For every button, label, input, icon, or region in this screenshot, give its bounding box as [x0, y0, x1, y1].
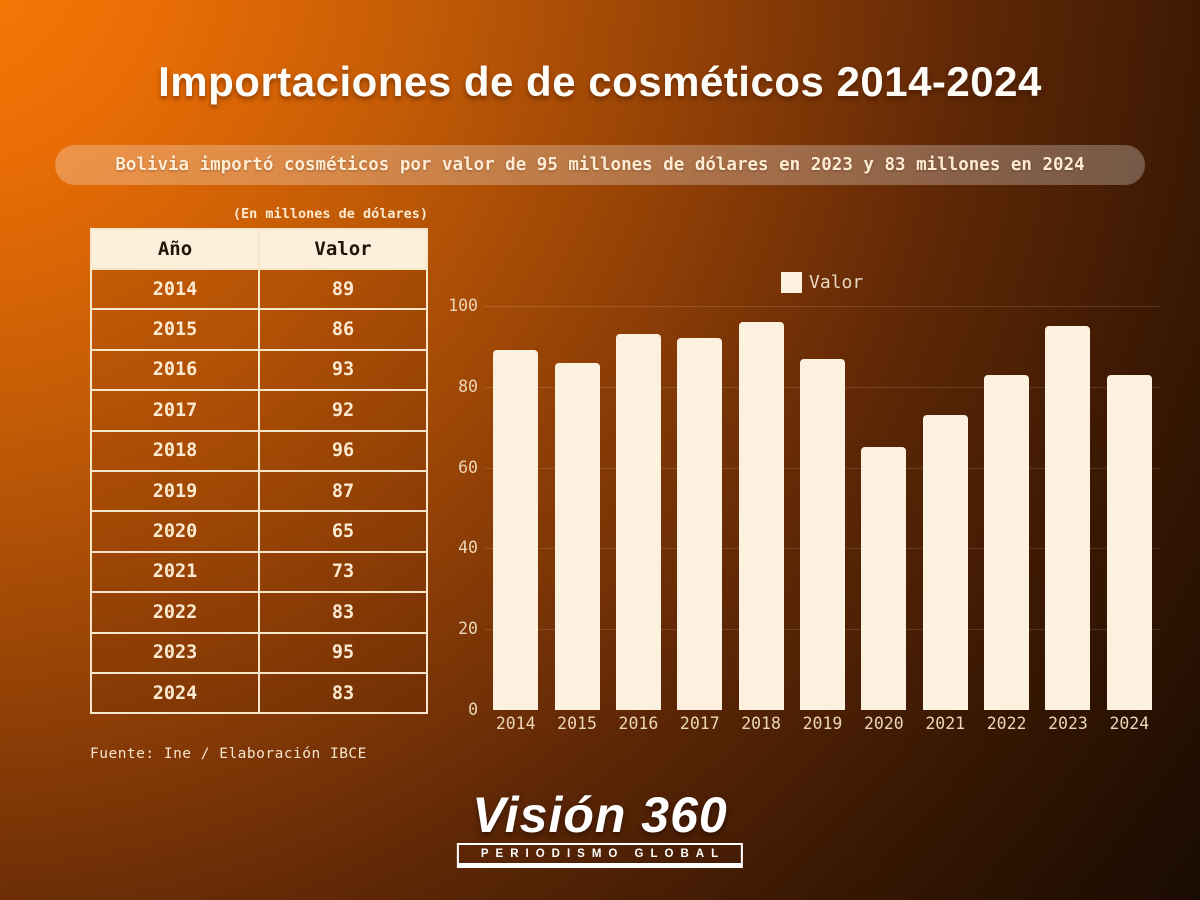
- subtitle-text: Bolivia importó cosméticos por valor de …: [115, 155, 1085, 175]
- cell-value: 89: [258, 267, 428, 311]
- chart-legend: Valor: [781, 272, 863, 293]
- subtitle-banner: Bolivia importó cosméticos por valor de …: [55, 145, 1145, 185]
- x-axis-tick-label: 2014: [495, 714, 536, 733]
- cell-value: 65: [258, 510, 428, 553]
- bar-2019: [800, 358, 845, 710]
- brand-logo: Visión 360: [472, 787, 728, 843]
- cell-value: 73: [258, 550, 428, 594]
- cell-value: 86: [258, 308, 428, 351]
- table-row: 2014 89: [90, 267, 428, 311]
- y-axis-tick-label: 40: [458, 538, 478, 558]
- x-axis-tick-label: 2020: [863, 714, 904, 733]
- bar-chart-plot-area: 0 20 40 60 80 100 2014 2015 2016 2017 2018 2019 2020…: [448, 296, 1160, 733]
- y-axis-tick-label: 100: [448, 296, 478, 315]
- table-row: 2023 95: [90, 631, 428, 674]
- x-axis-tick-label: 2023: [1048, 714, 1088, 733]
- x-axis-tick-label: 2021: [925, 714, 966, 733]
- x-axis-tick-label: 2017: [679, 714, 720, 733]
- bar-2022: [984, 374, 1030, 710]
- x-axis-tick-label: 2015: [557, 714, 597, 733]
- table-header-row: Año Valor: [90, 228, 428, 270]
- x-axis-tick-label: 2016: [618, 714, 659, 733]
- imports-table: Año Valor 2014 89 2015 86 2016 93 2017 92 2018 96…: [90, 228, 428, 715]
- table-row: 2019 87: [90, 469, 428, 513]
- table-body: 2014 89 2015 86 2016 93 2017 92 2018 96 2019 87 2020…: [90, 267, 428, 715]
- table-row: 2015 86: [90, 308, 428, 351]
- table-header: Año Valor: [90, 228, 428, 270]
- cell-value: 87: [258, 469, 428, 513]
- brand-tagline: PERIODISMO GLOBAL: [456, 843, 744, 868]
- y-axis-tick-label: 0: [468, 700, 478, 719]
- gridline: [485, 306, 1160, 307]
- table-row: 2020 65: [90, 510, 428, 553]
- table-row: 2017 92: [90, 389, 428, 432]
- cell-year: 2024: [90, 671, 260, 715]
- bar-2024: [1106, 374, 1152, 710]
- x-axis-tick-label: 2022: [986, 714, 1027, 733]
- y-axis-tick-label: 80: [458, 376, 478, 396]
- cell-year: 2021: [90, 550, 260, 594]
- cell-value: 92: [258, 389, 428, 432]
- bar-2014: [493, 350, 539, 710]
- bar-2015: [554, 362, 600, 710]
- bar-2017: [677, 338, 723, 710]
- cell-value: 95: [258, 631, 428, 674]
- source-note: Fuente: Ine / Elaboración IBCE: [90, 746, 367, 762]
- cell-year: 2023: [90, 631, 260, 674]
- cell-value: 83: [258, 591, 428, 634]
- cell-value: 96: [258, 429, 428, 472]
- table-row: 2021 73: [90, 550, 428, 594]
- bar-2018: [738, 322, 784, 710]
- x-axis-tick-label: 2018: [741, 714, 781, 733]
- bar-2020: [861, 447, 907, 710]
- y-axis-tick-label: 60: [458, 457, 478, 477]
- x-axis-tick-label: 2024: [1109, 714, 1150, 733]
- y-axis-tick-label: 20: [458, 619, 478, 639]
- table-row: 2022 83: [90, 591, 428, 634]
- page-title: Importaciones de de cosméticos 2014-2024: [158, 58, 1042, 105]
- cell-year: 2017: [90, 389, 260, 432]
- bar-2021: [922, 415, 968, 710]
- table-row: 2018 96: [90, 429, 428, 472]
- cell-value: 83: [258, 671, 428, 715]
- cell-year: 2022: [90, 591, 260, 634]
- cell-year: 2018: [90, 429, 260, 472]
- column-header-value: Valor: [258, 228, 428, 270]
- cell-year: 2020: [90, 510, 260, 553]
- table-row: 2016 93: [90, 348, 428, 392]
- cell-year: 2019: [90, 469, 260, 513]
- cell-year: 2015: [90, 308, 260, 351]
- legend-label: Valor: [809, 272, 864, 293]
- bar-2023: [1045, 326, 1091, 710]
- legend-swatch-icon: [781, 272, 802, 293]
- table-row: 2024 83: [90, 671, 428, 715]
- x-axis-tick-label: 2019: [802, 714, 843, 733]
- cell-year: 2016: [90, 348, 260, 392]
- cell-year: 2014: [90, 267, 260, 311]
- column-header-year: Año: [90, 228, 260, 270]
- bar-2016: [615, 334, 661, 710]
- table-units-caption: (En millones de dólares): [232, 206, 428, 222]
- cell-value: 93: [258, 348, 428, 392]
